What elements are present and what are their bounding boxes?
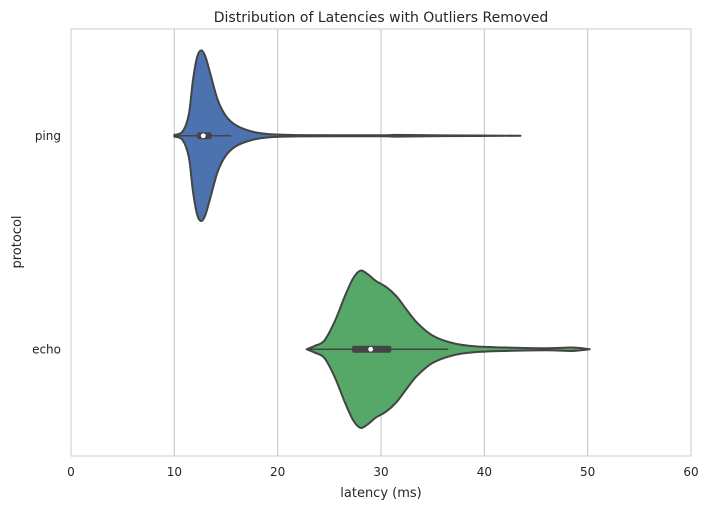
chart-title: Distribution of Latencies with Outliers … [214, 10, 549, 26]
x-tick-label: 50 [580, 465, 595, 479]
x-tick-label: 10 [167, 465, 182, 479]
violins [173, 49, 591, 429]
x-tick-label: 0 [67, 465, 75, 479]
x-tick-labels: 0 10 20 30 40 50 60 [67, 465, 698, 479]
x-tick-label: 40 [477, 465, 492, 479]
y-tick-label-echo: echo [32, 342, 61, 356]
x-tick-label: 20 [270, 465, 285, 479]
median-point-echo [368, 346, 374, 352]
x-tick-label: 60 [683, 465, 698, 479]
median-point-ping [200, 133, 206, 139]
y-tick-labels: ping echo [32, 129, 61, 357]
violin-ping [173, 49, 522, 223]
y-axis-label: protocol [10, 215, 25, 268]
x-axis-label: latency (ms) [340, 486, 421, 501]
x-tick-label: 30 [373, 465, 388, 479]
y-tick-label-ping: ping [35, 129, 61, 143]
